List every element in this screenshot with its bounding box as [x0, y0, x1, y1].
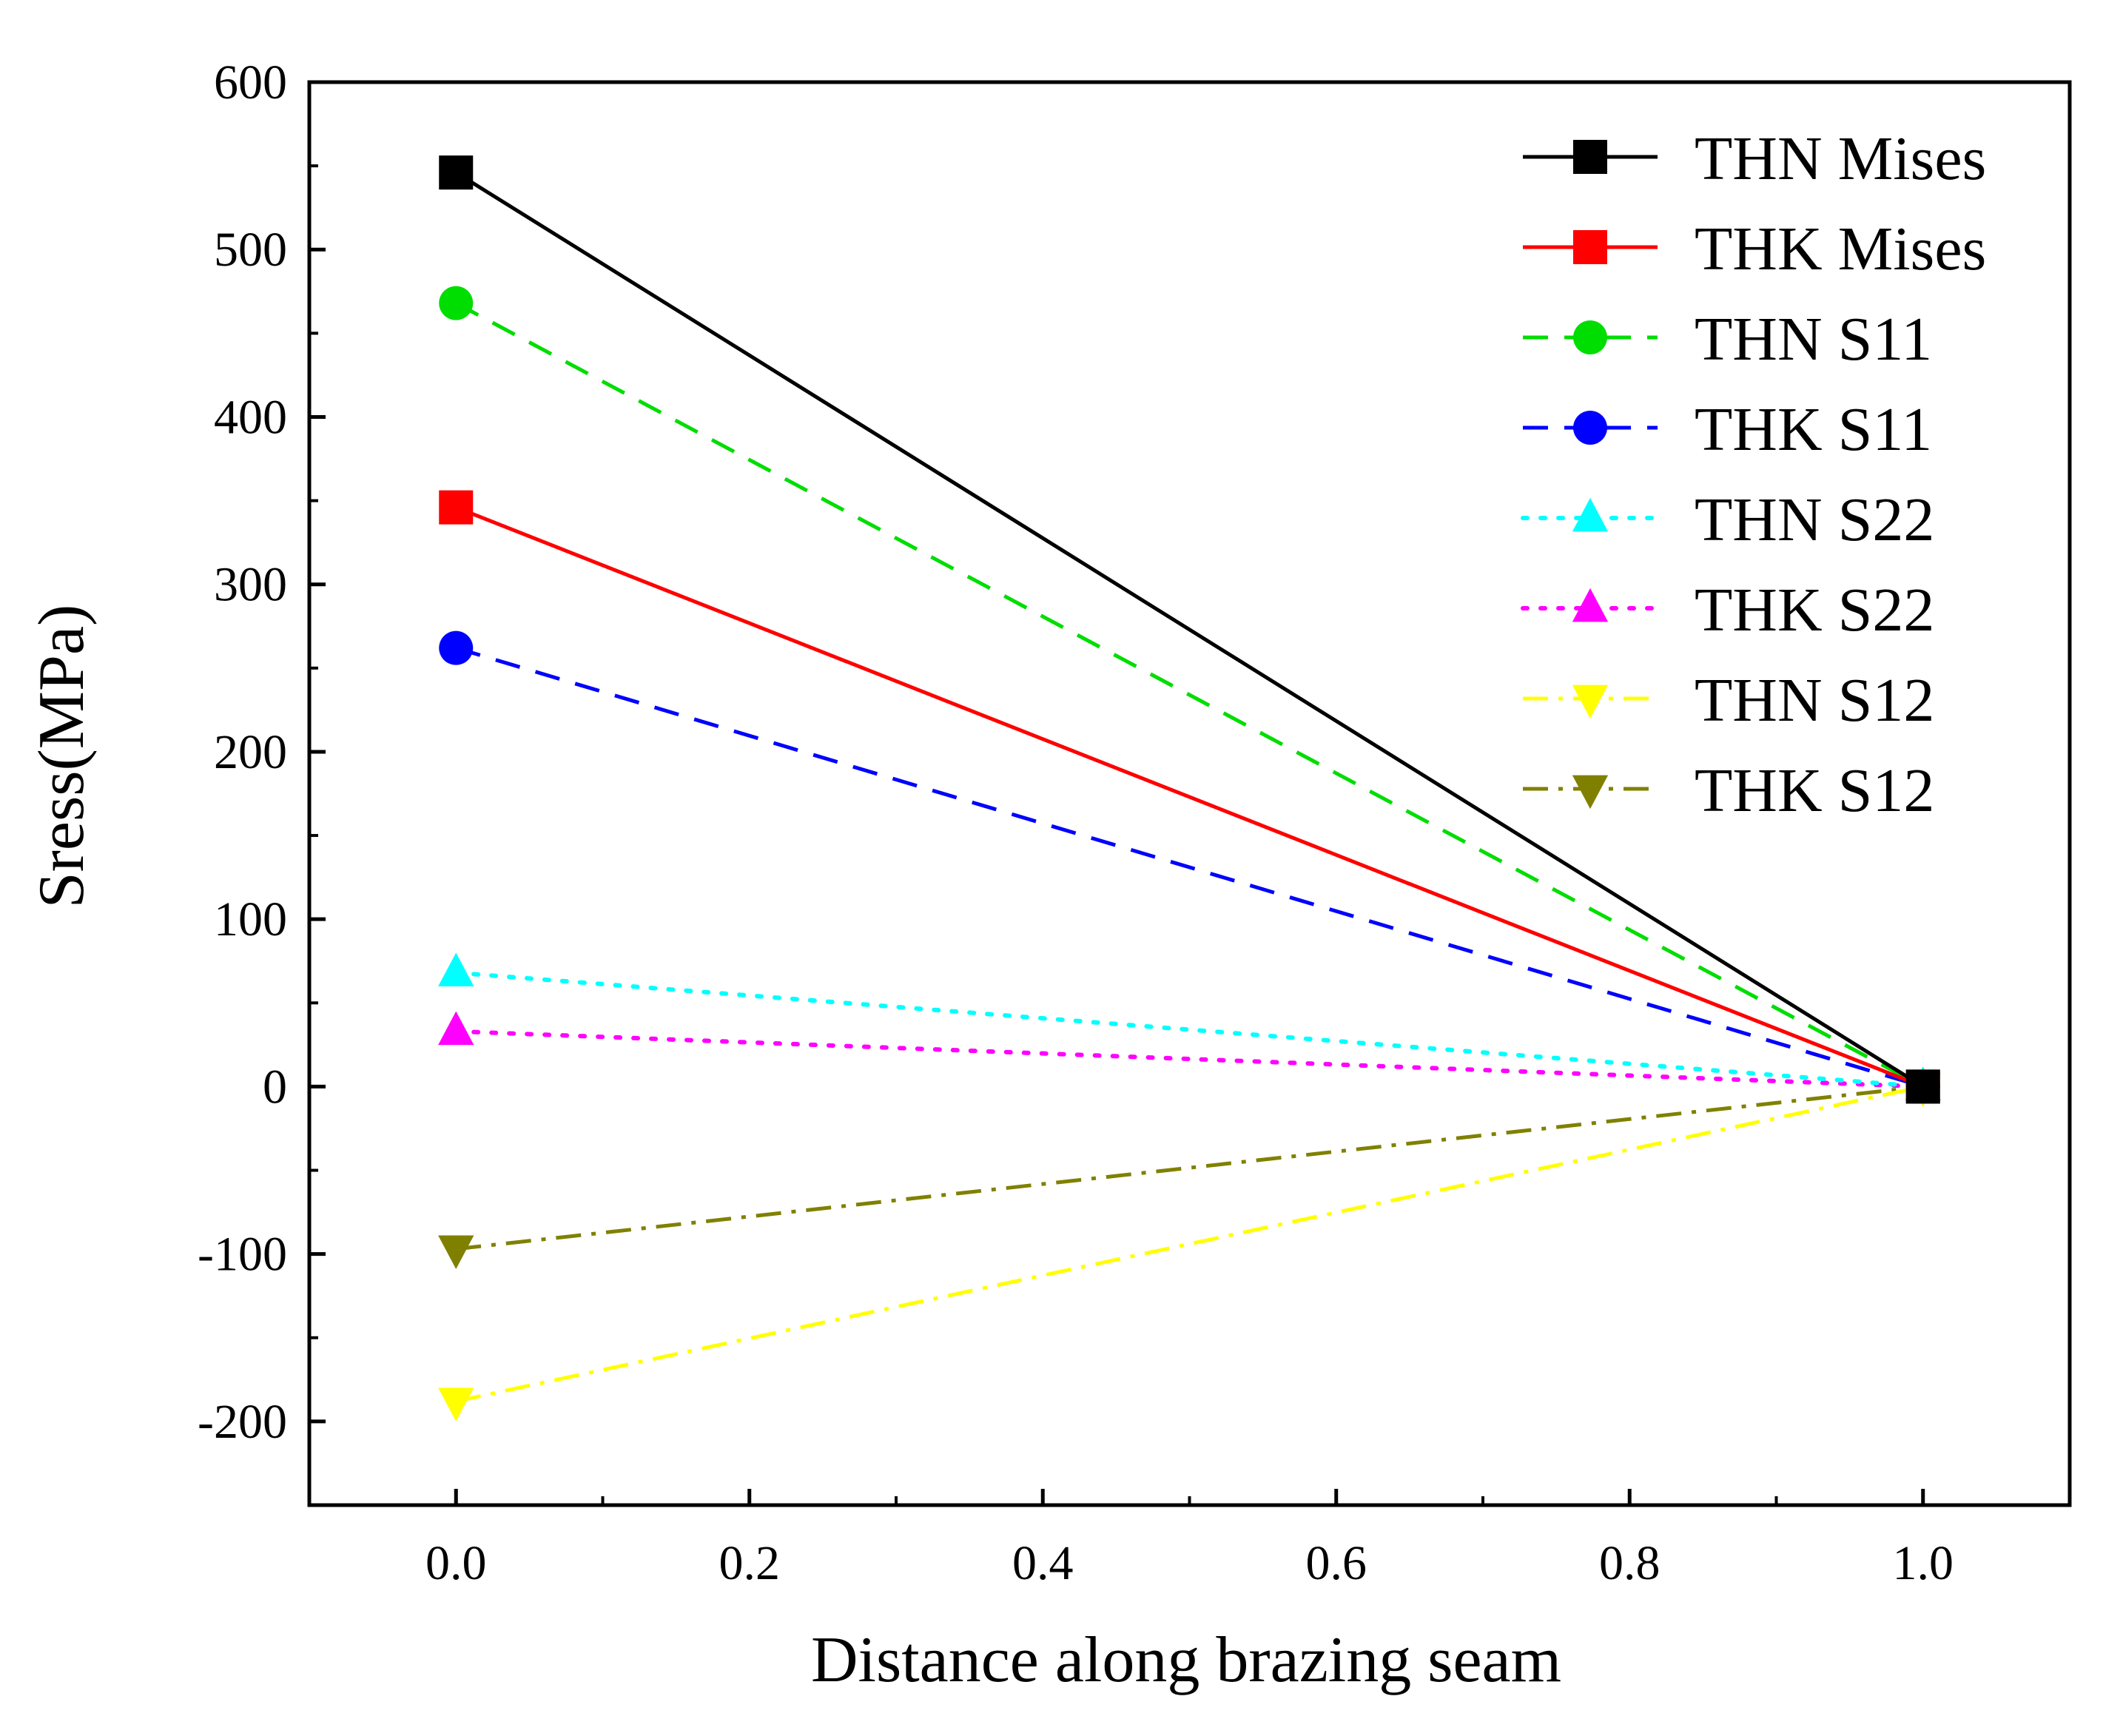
legend-label: THN S12 [1695, 666, 1934, 735]
series-line [454, 970, 1925, 1089]
series-thk-s12 [438, 1073, 1941, 1269]
legend-marker [1573, 411, 1607, 445]
series-line [454, 1029, 1925, 1089]
legend-label: THN S11 [1695, 305, 1932, 374]
x-tick-label: 0.0 [425, 1536, 487, 1590]
legend-label: THK S12 [1695, 756, 1934, 825]
y-tick-label: 300 [214, 558, 287, 612]
x-tick-label: 0.6 [1306, 1536, 1367, 1590]
legend-marker [1572, 588, 1609, 622]
data-point [438, 1011, 474, 1046]
series-thn-s12 [438, 1073, 1941, 1422]
legend-marker [1572, 775, 1609, 810]
legend-marker [1572, 497, 1609, 532]
x-tick-label: 0.2 [719, 1536, 781, 1590]
legend-marker [1573, 230, 1607, 264]
legend-marker [1573, 140, 1607, 174]
x-tick-label: 1.0 [1893, 1536, 1954, 1590]
axis-layer: -200 -100 0 100 200 300 400 500 600 0.0 0.2 0.4 0.6 0… [198, 55, 2072, 1590]
data-point [439, 286, 474, 320]
x-tick-label: 0.8 [1599, 1536, 1660, 1590]
y-tick-label: -200 [198, 1395, 287, 1449]
data-point [439, 155, 474, 190]
y-axis-title: Sress(MPa) [26, 605, 98, 909]
data-point [439, 630, 474, 665]
legend-marker [1572, 684, 1609, 719]
y-tick-label: 100 [214, 892, 287, 946]
y-tick-label: -100 [198, 1228, 287, 1282]
legend-label: THK Mises [1695, 215, 1986, 283]
series-line [455, 301, 1924, 1089]
legend-label: THK S11 [1695, 395, 1932, 464]
y-tick-label: 500 [214, 223, 287, 277]
series-line [455, 1084, 1924, 1404]
x-axis-title: Distance along brazing seam [811, 1624, 1561, 1696]
data-point [438, 1235, 474, 1269]
x-tick-label: 0.4 [1012, 1536, 1074, 1590]
series-thk-s22 [438, 1011, 1941, 1100]
y-tick-label: 0 [263, 1060, 287, 1114]
legend-item-thk-s12: THK S12 [1523, 756, 1934, 825]
series-line [454, 171, 1925, 1089]
series-thn-mises [439, 155, 1940, 1104]
legend-item-thn-s22: THN S22 [1521, 485, 1934, 554]
data-point [1905, 1069, 1940, 1104]
y-tick-label: 200 [214, 725, 287, 779]
legend-label: THK S22 [1695, 576, 1934, 645]
data-point [438, 952, 474, 986]
legend-item-thn-mises: THN Mises [1523, 124, 1986, 193]
series-line [455, 646, 1924, 1089]
legend-item-thn-s11: THN S11 [1523, 305, 1932, 374]
series-line [455, 505, 1924, 1089]
series-layer [438, 155, 1941, 1422]
y-tick-label: 600 [214, 55, 287, 110]
data-point [439, 490, 474, 525]
series-line [455, 1084, 1924, 1251]
legend-marker [1573, 320, 1607, 354]
legend-item-thk-s22: THK S22 [1521, 576, 1934, 645]
legend: THN Mises THK Mises THN S11 THK S11 THN S22 T… [1521, 124, 1986, 825]
legend-label: THN Mises [1695, 124, 1986, 193]
legend-label: THN S22 [1695, 485, 1934, 554]
legend-item-thk-mises: THK Mises [1523, 215, 1986, 283]
y-tick-label: 400 [214, 390, 287, 444]
data-point [438, 1387, 474, 1422]
legend-item-thn-s12: THN S12 [1523, 666, 1934, 735]
legend-item-thk-s11: THK S11 [1523, 395, 1932, 464]
